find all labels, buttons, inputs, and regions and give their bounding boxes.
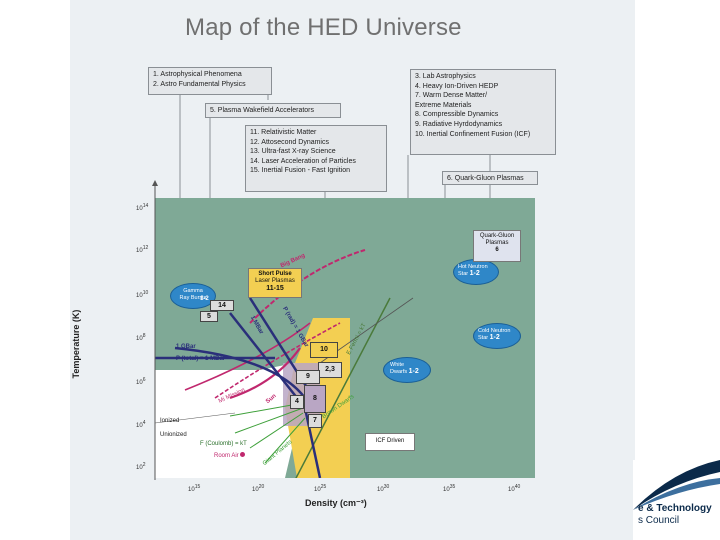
unionized-label: Unionized <box>160 432 187 438</box>
legend-item: 12. Attosecond Dynamics <box>250 138 329 146</box>
y-tick: 1010 <box>136 290 149 299</box>
brand-text-line1: e & Technology <box>638 503 712 514</box>
legend-relativistic: 11. Relativistic Matter 12. Attosecond D… <box>245 125 387 192</box>
p-total-label: P (total) = 1 MBar <box>176 356 226 362</box>
x-tick: 1025 <box>314 484 327 493</box>
y-tick: 1014 <box>136 203 149 212</box>
y-tick: 108 <box>136 333 146 342</box>
legend-item: 6. Quark-Gluon Plasmas <box>447 175 524 182</box>
x-tick: 1030 <box>377 484 390 493</box>
x-axis-label: Density (cm⁻³) <box>305 498 367 508</box>
gamma-ray-bursts-ellipse: Gamma Ray Bursts <box>170 283 216 309</box>
brand-swoosh <box>633 460 720 510</box>
plot-area <box>155 198 535 478</box>
x-tick: 1015 <box>188 484 201 493</box>
cold-neutron-star-ellipse: Cold Neutron Star 1-2 <box>473 323 521 349</box>
legend-item: 5. Plasma Wakefield Accelerators <box>210 107 315 114</box>
legend-astro: 1. Astrophysical Phenomena 2. Astro Fund… <box>148 67 272 95</box>
legend-item: 14. Laser Acceleration of Particles <box>250 157 356 165</box>
room-air-label: Room Air <box>214 452 246 460</box>
region-4: 4 <box>290 395 304 409</box>
ionized-label: Ionized <box>160 418 180 424</box>
legend-item: 9. Radiative Hyrdodynamics <box>415 120 503 128</box>
y-tick: 104 <box>136 420 146 429</box>
legend-item: 11. Relativistic Matter <box>250 129 317 136</box>
region-14: 14 <box>210 300 234 311</box>
short-pulse-box: Short Pulse Laser Plasmas 11-15 <box>248 268 302 298</box>
low-density-region <box>155 363 305 478</box>
legend-item: Extreme Materials <box>415 101 472 109</box>
legend-item: 8. Compressible Dynamics <box>415 111 499 119</box>
y-tick: 1012 <box>136 245 149 254</box>
legend-quark-gluon: 6. Quark-Gluon Plasmas <box>442 171 538 185</box>
f-coulomb-label: F (Coulomb) = kT <box>200 441 247 447</box>
legend-lab-astro: 3. Lab Astrophysics 4. Heavy Ion-Driven … <box>410 69 556 155</box>
one-gbar-label: 1 GBar <box>176 344 196 350</box>
qgp-box: Quark-Gluon Plasmas 6 <box>473 230 521 262</box>
legend-item: 10. Inertial Confinement Fusion (ICF) <box>415 130 531 138</box>
page-title: Map of the HED Universe <box>185 14 462 41</box>
region-8: 8 <box>304 385 326 413</box>
y-axis-label: Temperature (K) <box>71 309 81 379</box>
region-10: 10 <box>310 342 338 358</box>
y-tick: 102 <box>136 462 146 471</box>
region-2-3: 2,3 <box>318 362 342 378</box>
room-air-dot <box>240 452 246 457</box>
x-tick: 1020 <box>252 484 265 493</box>
x-tick: 1035 <box>443 484 456 493</box>
legend-plasma-wakefield: 5. Plasma Wakefield Accelerators <box>205 103 341 118</box>
region-7: 7 <box>308 414 322 428</box>
y-tick: 106 <box>136 377 146 386</box>
gamma-num: 1-2 <box>200 296 209 302</box>
legend-item: 15. Inertial Fusion - Fast Ignition <box>250 167 350 175</box>
x-tick: 1040 <box>508 484 521 493</box>
white-dwarfs-ellipse: White Dwarfs 1-2 <box>383 357 431 383</box>
legend-item: 4. Heavy Ion-Driven HEDP <box>415 82 499 90</box>
region-9: 9 <box>296 370 320 384</box>
hot-neutron-star-ellipse: Hot Neutron Star 1-2 <box>453 259 499 285</box>
legend-item: 7. Warm Dense Matter/ <box>415 92 488 100</box>
legend-item: 3. Lab Astrophysics <box>415 73 476 80</box>
legend-item: 13. Ultra-fast X-ray Science <box>250 148 336 156</box>
brand-text-line2: s Council <box>638 515 680 526</box>
icf-driven-box: ICF Driven <box>365 433 415 451</box>
legend-item: 2. Astro Fundamental Physics <box>153 80 246 88</box>
region-5: 5 <box>200 311 218 322</box>
brand-panel <box>633 460 720 540</box>
legend-item: 1. Astrophysical Phenomena <box>153 71 242 78</box>
